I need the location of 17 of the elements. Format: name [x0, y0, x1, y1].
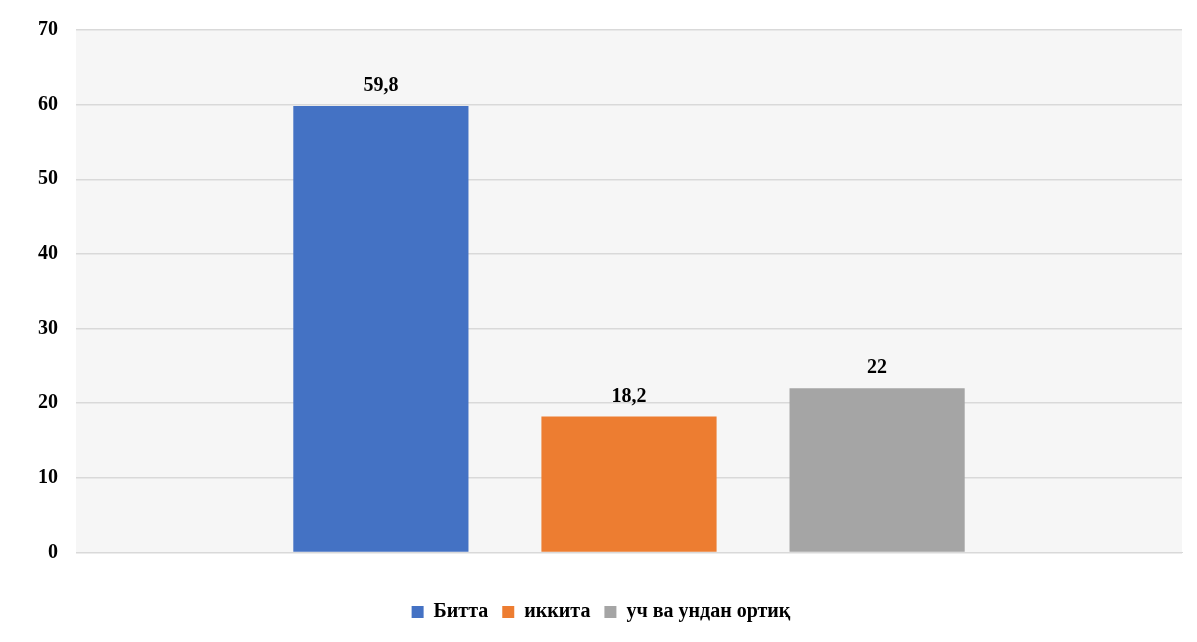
legend-label: уч ва ундан ортиқ: [626, 599, 791, 623]
legend-label: иккита: [524, 599, 591, 622]
y-tick-label: 30: [38, 315, 58, 338]
y-tick-label: 60: [38, 91, 58, 114]
y-tick-label: 10: [38, 464, 58, 487]
y-tick-label: 70: [38, 17, 58, 40]
y-tick-label: 20: [38, 390, 58, 413]
y-tick-label: 0: [48, 539, 58, 562]
data-label: 22: [867, 355, 888, 378]
bar: [789, 388, 965, 552]
y-tick-label: 40: [38, 241, 58, 264]
data-label: 59,8: [363, 73, 399, 96]
y-tick-label: 50: [38, 166, 58, 189]
bar: [541, 416, 717, 552]
bar: [293, 106, 469, 552]
data-label: 18,2: [611, 383, 647, 406]
legend-label: Битта: [433, 599, 489, 622]
